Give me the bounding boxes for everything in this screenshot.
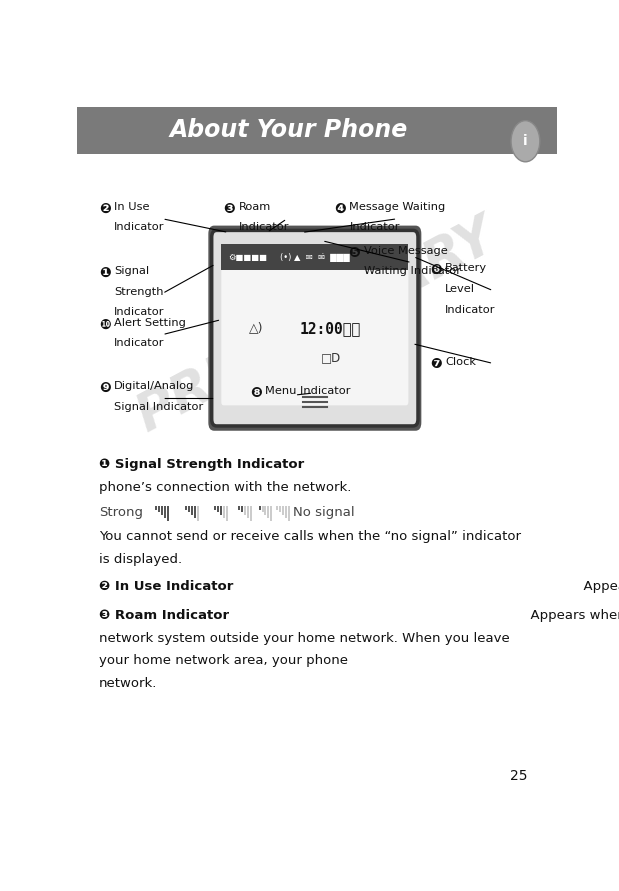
- FancyBboxPatch shape: [222, 261, 409, 405]
- Text: Indicator: Indicator: [239, 222, 290, 233]
- Text: ❶ Signal Strength Indicator: ❶ Signal Strength Indicator: [99, 458, 304, 471]
- Text: phone’s connection with the network.: phone’s connection with the network.: [99, 481, 352, 494]
- Text: ⚙■■■■: ⚙■■■■: [228, 253, 267, 262]
- Text: Waiting Indicator: Waiting Indicator: [364, 266, 461, 276]
- Text: your home network area, your phone: your home network area, your phone: [99, 654, 352, 667]
- Text: Roam: Roam: [239, 201, 271, 211]
- Text: Message Waiting: Message Waiting: [349, 201, 446, 211]
- Bar: [271, 505, 272, 520]
- Bar: [217, 505, 219, 512]
- Text: ❷: ❷: [99, 201, 111, 216]
- Text: □D: □D: [321, 351, 340, 364]
- Text: (•) ▲  ✉  ✉̇  ███: (•) ▲ ✉ ✉̇ ███: [280, 253, 350, 262]
- Bar: [264, 505, 266, 515]
- Text: Alert Setting: Alert Setting: [115, 317, 186, 328]
- Text: Battery: Battery: [445, 264, 487, 274]
- Bar: [158, 505, 160, 512]
- Text: Indicator: Indicator: [115, 222, 165, 233]
- Bar: [249, 505, 251, 520]
- Text: Indicator: Indicator: [349, 222, 400, 233]
- Text: i: i: [523, 135, 528, 148]
- Bar: [223, 505, 225, 518]
- Bar: [262, 505, 264, 512]
- Bar: [222, 244, 409, 270]
- Bar: [267, 505, 269, 518]
- Text: ❻: ❻: [430, 264, 442, 277]
- Text: Indicator: Indicator: [445, 305, 496, 315]
- Bar: [214, 505, 216, 510]
- Circle shape: [511, 120, 540, 162]
- Bar: [285, 505, 287, 518]
- Text: ❸: ❸: [223, 201, 235, 216]
- Text: 12:00ᴀᴍ: 12:00ᴀᴍ: [300, 321, 361, 336]
- Text: ❶: ❶: [99, 266, 111, 280]
- Text: Indicator: Indicator: [115, 307, 165, 317]
- Bar: [241, 505, 243, 512]
- Bar: [277, 505, 279, 510]
- Text: Digital/Analog: Digital/Analog: [115, 381, 195, 391]
- Text: 25: 25: [510, 769, 527, 783]
- Text: ❷ In Use Indicator: ❷ In Use Indicator: [99, 580, 233, 593]
- Text: Indicator: Indicator: [115, 338, 165, 348]
- Bar: [185, 505, 187, 510]
- Bar: [161, 505, 163, 515]
- Bar: [288, 505, 290, 520]
- Bar: [191, 505, 193, 515]
- Text: ❾: ❾: [99, 381, 111, 396]
- Bar: [77, 107, 557, 153]
- Bar: [163, 505, 166, 518]
- Bar: [244, 505, 246, 515]
- Text: ❽: ❽: [250, 386, 262, 400]
- Text: You cannot send or receive calls when the “no signal” indicator: You cannot send or receive calls when th…: [99, 530, 521, 544]
- Text: PRELIMINARY: PRELIMINARY: [129, 209, 506, 443]
- Bar: [247, 505, 249, 518]
- Text: Appears when a call is in progress.: Appears when a call is in progress.: [575, 580, 619, 593]
- Text: △): △): [249, 322, 263, 335]
- Bar: [155, 505, 157, 510]
- Text: Appears when your phone uses another: Appears when your phone uses another: [522, 609, 619, 622]
- Bar: [238, 505, 240, 510]
- Text: In Use: In Use: [115, 201, 150, 211]
- Text: ❼: ❼: [430, 356, 442, 371]
- Text: Strong: Strong: [99, 506, 143, 519]
- Text: network system outside your home network. When you leave: network system outside your home network…: [99, 632, 509, 645]
- Text: is displayed.: is displayed.: [99, 552, 182, 566]
- Text: ❺: ❺: [348, 246, 360, 259]
- Text: Level: Level: [445, 284, 475, 294]
- Bar: [167, 505, 168, 520]
- Bar: [188, 505, 190, 512]
- Text: ❿: ❿: [99, 317, 111, 331]
- Text: Voice Message: Voice Message: [364, 246, 448, 256]
- Bar: [197, 505, 199, 520]
- Bar: [282, 505, 284, 515]
- Bar: [259, 505, 261, 510]
- Text: ❸ Roam Indicator: ❸ Roam Indicator: [99, 609, 229, 622]
- FancyBboxPatch shape: [209, 225, 422, 430]
- Text: Menu Indicator: Menu Indicator: [266, 386, 351, 396]
- Text: Signal Indicator: Signal Indicator: [115, 402, 204, 412]
- Text: network.: network.: [99, 677, 157, 690]
- Text: Clock: Clock: [445, 356, 477, 367]
- Text: Signal: Signal: [115, 266, 149, 276]
- Text: Strength: Strength: [115, 287, 164, 297]
- Bar: [279, 505, 281, 512]
- Text: About Your Phone: About Your Phone: [170, 119, 407, 143]
- FancyBboxPatch shape: [212, 231, 418, 426]
- Bar: [194, 505, 196, 518]
- Bar: [225, 505, 228, 520]
- Bar: [220, 505, 222, 515]
- Text: No signal: No signal: [293, 506, 355, 519]
- Text: ❹: ❹: [334, 201, 346, 216]
